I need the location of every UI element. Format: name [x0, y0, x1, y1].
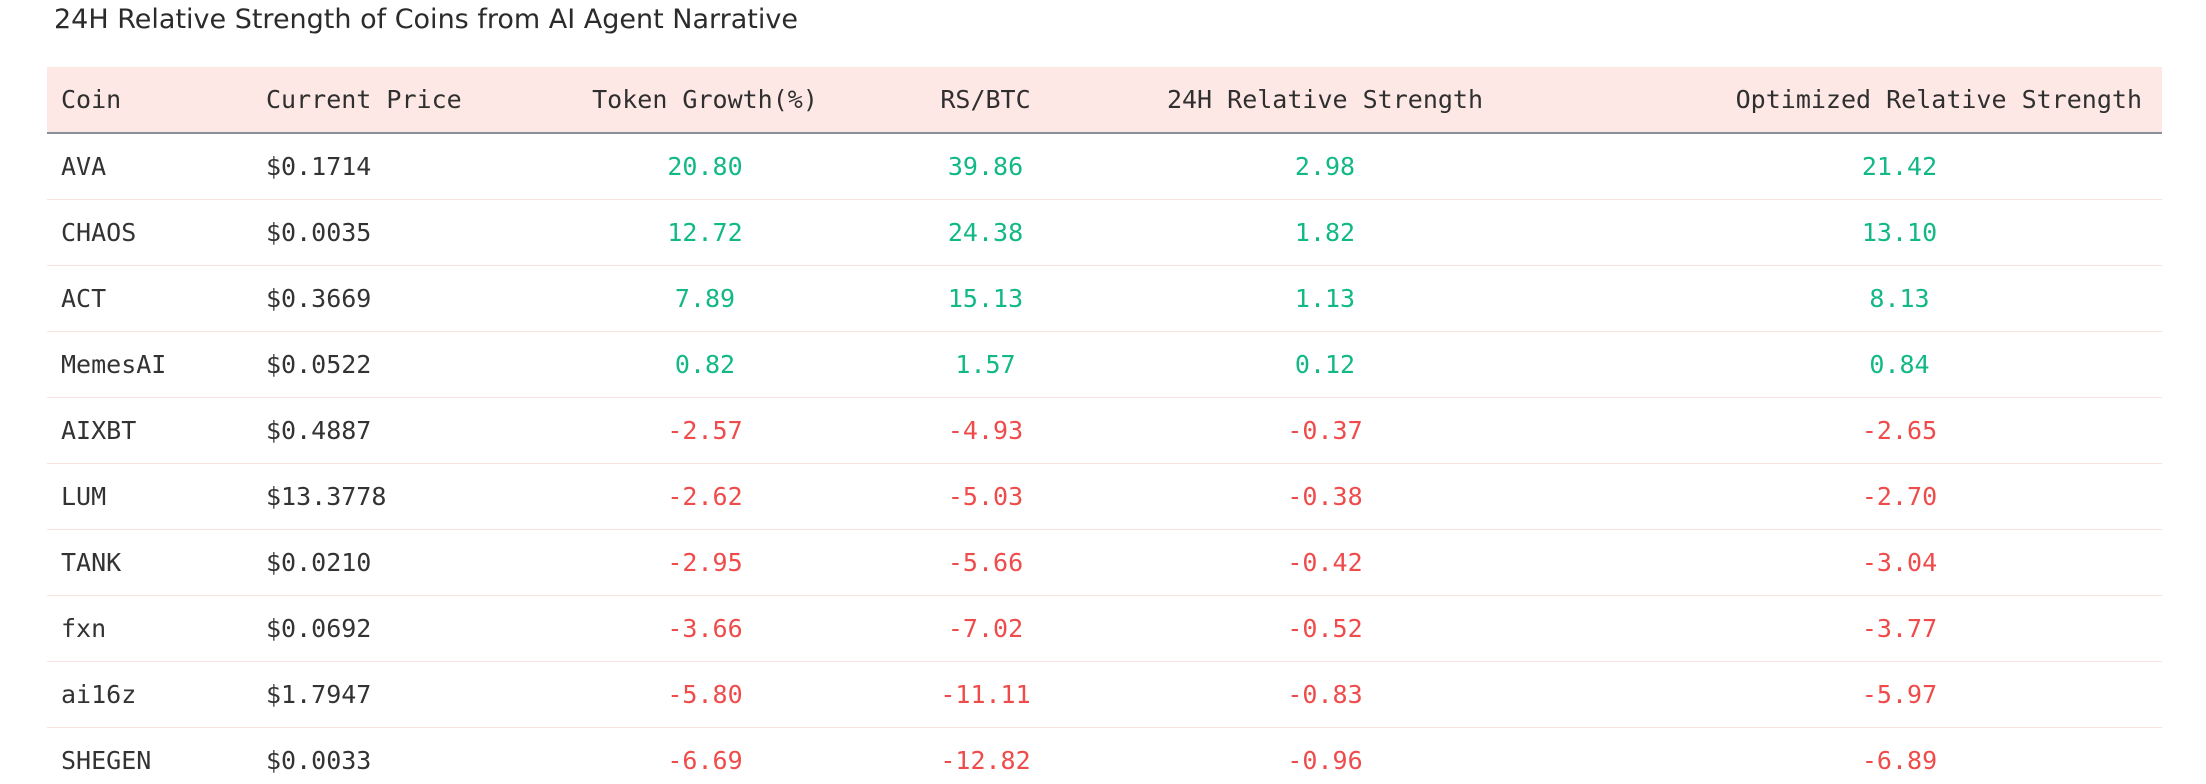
column-header-coin: Coin	[47, 67, 266, 134]
cell-coin: LUM	[47, 463, 266, 530]
table-row: LUM $13.3778 -2.62 -5.03 -0.38 -2.70	[47, 463, 2162, 530]
cell-rs-btc: -5.03	[818, 463, 1153, 530]
cell-24h-relative-strength: 0.12	[1153, 331, 1497, 398]
cell-optimized-relative-strength: 21.42	[1497, 133, 2162, 200]
column-header-rs-btc: RS/BTC	[818, 67, 1153, 134]
cell-rs-btc: -7.02	[818, 595, 1153, 662]
cell-24h-relative-strength: -0.42	[1153, 529, 1497, 596]
column-header-optimized-relative-strength: Optimized Relative Strength	[1497, 67, 2162, 134]
cell-token-growth: -2.57	[592, 397, 818, 464]
cell-rs-btc: -11.11	[818, 661, 1153, 728]
cell-coin: TANK	[47, 529, 266, 596]
table-body: AVA $0.1714 20.80 39.86 2.98 21.42 CHAOS $0.003…	[47, 133, 2162, 784]
cell-current-price: $0.0033	[266, 727, 592, 784]
cell-rs-btc: -12.82	[818, 727, 1153, 784]
cell-token-growth: 12.72	[592, 199, 818, 266]
cell-optimized-relative-strength: 0.84	[1497, 331, 2162, 398]
cell-coin: ai16z	[47, 661, 266, 728]
relative-strength-table-container: Coin Current Price Token Growth(%) RS/BT…	[47, 67, 2162, 784]
cell-current-price: $0.0035	[266, 199, 592, 266]
table-row: AIXBT $0.4887 -2.57 -4.93 -0.37 -2.65	[47, 397, 2162, 464]
cell-optimized-relative-strength: -5.97	[1497, 661, 2162, 728]
table-row: CHAOS $0.0035 12.72 24.38 1.82 13.10	[47, 199, 2162, 266]
table-header: Coin Current Price Token Growth(%) RS/BT…	[47, 67, 2162, 134]
cell-current-price: $1.7947	[266, 661, 592, 728]
column-header-24h-relative-strength: 24H Relative Strength	[1153, 67, 1497, 134]
cell-coin: fxn	[47, 595, 266, 662]
cell-coin: AVA	[47, 133, 266, 200]
column-header-current-price: Current Price	[266, 67, 592, 134]
cell-current-price: $0.0522	[266, 331, 592, 398]
column-header-token-growth: Token Growth(%)	[592, 67, 818, 134]
cell-token-growth: -3.66	[592, 595, 818, 662]
cell-token-growth: 20.80	[592, 133, 818, 200]
cell-token-growth: 0.82	[592, 331, 818, 398]
cell-optimized-relative-strength: -2.65	[1497, 397, 2162, 464]
cell-optimized-relative-strength: -6.89	[1497, 727, 2162, 784]
table-row: MemesAI $0.0522 0.82 1.57 0.12 0.84	[47, 331, 2162, 398]
cell-coin: AIXBT	[47, 397, 266, 464]
cell-token-growth: -6.69	[592, 727, 818, 784]
cell-current-price: $0.0210	[266, 529, 592, 596]
cell-current-price: $0.4887	[266, 397, 592, 464]
cell-rs-btc: -5.66	[818, 529, 1153, 596]
cell-optimized-relative-strength: -3.04	[1497, 529, 2162, 596]
cell-coin: SHEGEN	[47, 727, 266, 784]
cell-24h-relative-strength: 1.82	[1153, 199, 1497, 266]
table-row: SHEGEN $0.0033 -6.69 -12.82 -0.96 -6.89	[47, 727, 2162, 784]
cell-24h-relative-strength: -0.38	[1153, 463, 1497, 530]
table-row: fxn $0.0692 -3.66 -7.02 -0.52 -3.77	[47, 595, 2162, 662]
cell-rs-btc: 1.57	[818, 331, 1153, 398]
cell-optimized-relative-strength: 8.13	[1497, 265, 2162, 332]
page-title: 24H Relative Strength of Coins from AI A…	[54, 4, 798, 35]
cell-coin: ACT	[47, 265, 266, 332]
table-row: ACT $0.3669 7.89 15.13 1.13 8.13	[47, 265, 2162, 332]
cell-optimized-relative-strength: 13.10	[1497, 199, 2162, 266]
cell-current-price: $0.0692	[266, 595, 592, 662]
cell-24h-relative-strength: 2.98	[1153, 133, 1497, 200]
cell-token-growth: 7.89	[592, 265, 818, 332]
table-row: AVA $0.1714 20.80 39.86 2.98 21.42	[47, 133, 2162, 200]
table-row: TANK $0.0210 -2.95 -5.66 -0.42 -3.04	[47, 529, 2162, 596]
cell-rs-btc: 15.13	[818, 265, 1153, 332]
cell-current-price: $13.3778	[266, 463, 592, 530]
cell-optimized-relative-strength: -2.70	[1497, 463, 2162, 530]
cell-current-price: $0.1714	[266, 133, 592, 200]
cell-24h-relative-strength: -0.96	[1153, 727, 1497, 784]
relative-strength-table: Coin Current Price Token Growth(%) RS/BT…	[47, 67, 2162, 784]
cell-token-growth: -2.95	[592, 529, 818, 596]
cell-optimized-relative-strength: -3.77	[1497, 595, 2162, 662]
cell-rs-btc: 24.38	[818, 199, 1153, 266]
cell-24h-relative-strength: -0.52	[1153, 595, 1497, 662]
table-row: ai16z $1.7947 -5.80 -11.11 -0.83 -5.97	[47, 661, 2162, 728]
header-row: Coin Current Price Token Growth(%) RS/BT…	[47, 67, 2162, 134]
cell-24h-relative-strength: 1.13	[1153, 265, 1497, 332]
cell-coin: CHAOS	[47, 199, 266, 266]
cell-token-growth: -2.62	[592, 463, 818, 530]
cell-rs-btc: 39.86	[818, 133, 1153, 200]
cell-current-price: $0.3669	[266, 265, 592, 332]
cell-coin: MemesAI	[47, 331, 266, 398]
cell-24h-relative-strength: -0.37	[1153, 397, 1497, 464]
cell-24h-relative-strength: -0.83	[1153, 661, 1497, 728]
cell-token-growth: -5.80	[592, 661, 818, 728]
cell-rs-btc: -4.93	[818, 397, 1153, 464]
